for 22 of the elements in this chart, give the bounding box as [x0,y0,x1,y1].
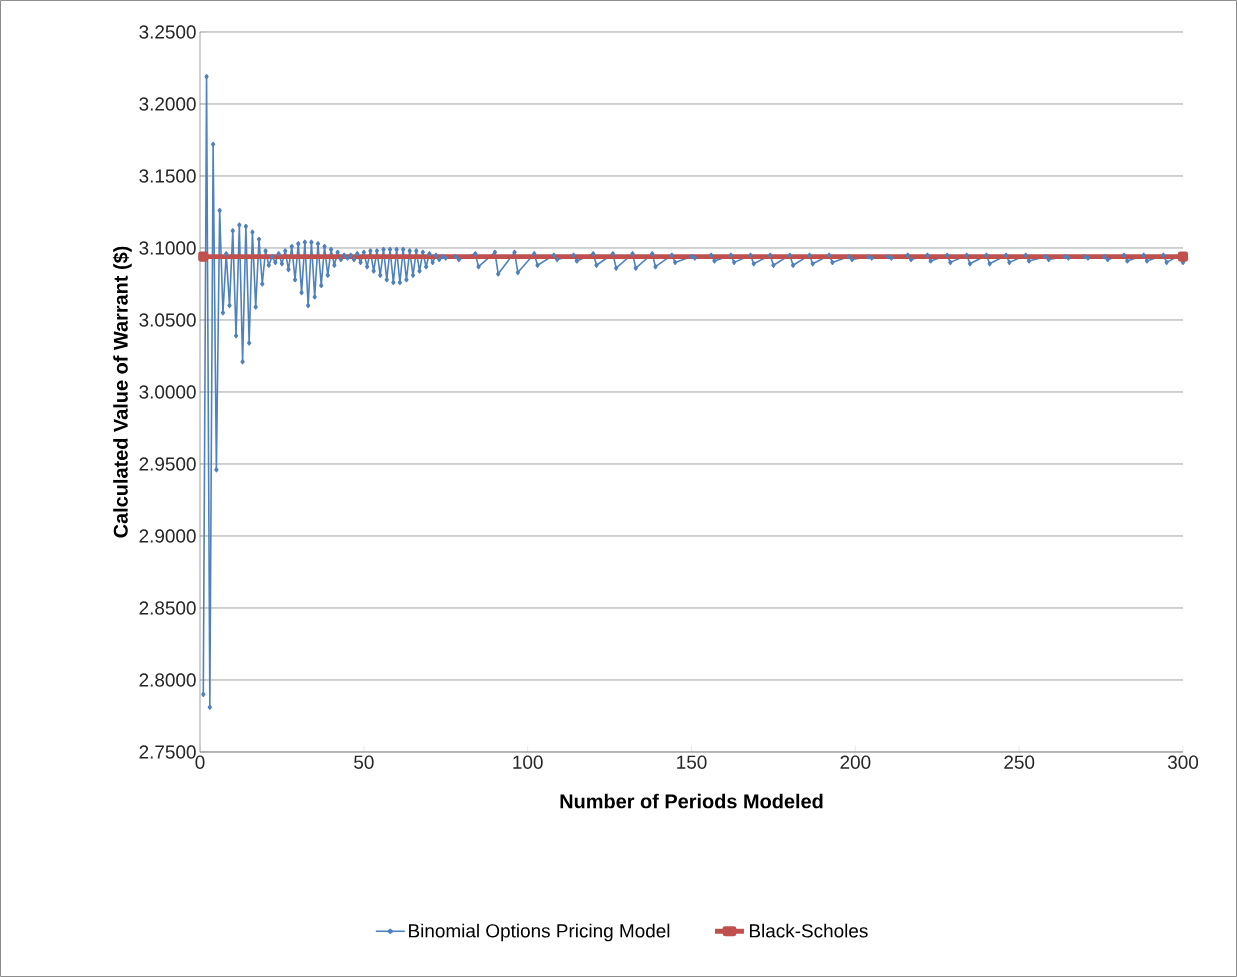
y-axis-title: Calculated Value of Warrant ($) [112,246,132,538]
x-tick-label: 250 [1004,755,1035,769]
y-tick-label: 3.2000 [139,97,196,111]
y-tick-label: 3.1000 [139,241,196,255]
y-tick-label: 2.9500 [139,457,196,471]
y-tick-label: 2.9000 [139,529,196,543]
y-tick-label: 3.1500 [139,169,196,183]
x-tick-label: 50 [354,755,374,769]
x-tick-label: 0 [195,755,205,769]
x-tick-label: 200 [840,755,871,769]
x-tick-label: 150 [677,755,707,769]
y-tick-label: 2.8500 [139,601,196,615]
y-tick-label: 2.8000 [139,673,196,687]
y-tick-label: 3.2500 [139,25,196,39]
legend-label: Binomial Options Pricing Model [409,923,670,942]
y-tick-label: 3.0500 [139,313,196,327]
x-tick-label: 100 [513,755,543,769]
x-tick-label: 300 [1167,755,1199,769]
y-tick-label: 3.0000 [139,385,196,399]
x-axis-title: Number of Periods Modeled [560,793,823,809]
legend-label: Black-Scholes [749,923,868,938]
y-tick-label: 2.7500 [139,745,196,759]
